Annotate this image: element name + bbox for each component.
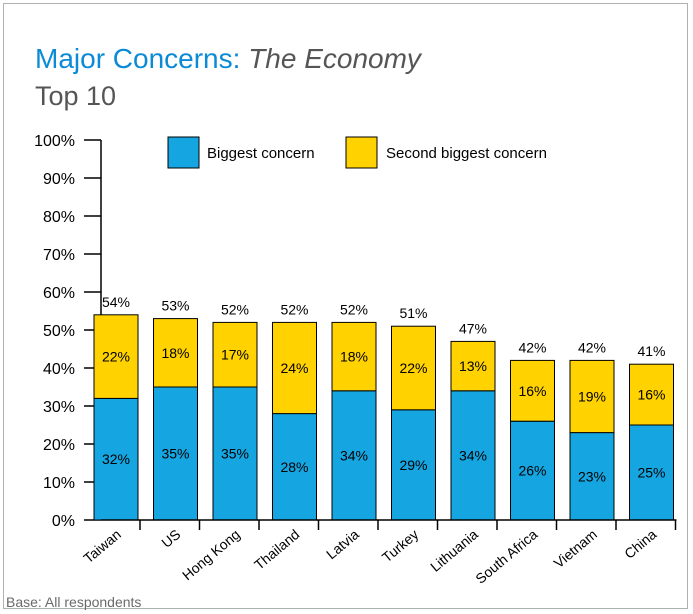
legend: Biggest concern Second biggest concern [167,136,547,169]
data-label-total: 47% [459,320,487,336]
data-label-biggest: 34% [340,447,368,463]
x-category-label: Taiwan [80,526,124,566]
data-label-total: 52% [280,301,308,317]
data-label-biggest: 35% [221,446,249,462]
data-label-second: 24% [280,360,308,376]
data-label-second: 13% [459,358,487,374]
data-label-second: 22% [102,349,130,365]
bar-biggest-concern [331,390,377,521]
data-label-biggest: 35% [161,446,189,462]
chart-title-italic: The Economy [248,43,421,74]
data-label-second: 17% [221,347,249,363]
bar-second-concern [331,321,377,392]
y-axis: 0% 10% 20% 30% 40% 50% 60% 70% 80% 90% 100% [34,133,102,530]
y-tick-label: 70% [43,247,75,264]
bar-biggest-concern [569,432,615,521]
x-category-label: Lithuania [427,526,481,575]
data-label-total: 52% [221,301,249,317]
bar-second-concern [272,321,317,415]
legend-swatch-second [345,136,378,169]
data-label-second: 16% [518,383,546,399]
x-category-label: China [621,526,659,562]
data-label-biggest: 32% [102,451,130,467]
bar-second-concern [212,321,258,388]
bar-biggest-concern [272,413,317,521]
data-label-total: 52% [340,301,368,317]
bar-second-concern [450,340,496,392]
data-label-total: 54% [102,294,130,310]
data-label-total: 41% [637,343,665,359]
chart-title-main: Major Concerns: [35,43,249,74]
y-tick-label: 40% [43,361,75,378]
x-category-label: US [158,526,183,551]
data-label-biggest: 26% [518,463,546,479]
bar-biggest-concern [510,420,555,521]
x-category-label: Hong Kong [179,526,243,583]
legend-swatch-biggest [167,136,200,169]
y-tick-label: 90% [43,171,75,188]
bar-second-concern [391,325,436,411]
data-label-second: 19% [578,389,606,405]
y-tick-label: 0% [52,513,75,530]
bar-biggest-concern [93,397,139,521]
bar-second-concern [569,359,615,434]
data-label-total: 42% [518,339,546,355]
y-tick-label: 30% [43,399,75,416]
data-label-total: 51% [399,305,427,321]
data-label-biggest: 29% [399,457,427,473]
x-category-label: Turkey [379,526,422,565]
data-label-second: 16% [637,387,665,403]
chart-title: Major Concerns: The Economy [35,42,421,76]
x-category-label: Vietnam [550,526,599,571]
footnote: Base: All respondents [6,594,142,610]
x-category-label: Latvia [323,526,362,562]
y-tick-label: 60% [43,285,75,302]
data-label-second: 18% [340,349,368,365]
data-label-second: 22% [399,360,427,376]
bar-biggest-concern [212,386,258,521]
chart-frame [3,3,688,609]
x-category-label: South Africa [472,526,540,587]
data-label-total: 42% [578,339,606,355]
data-label-biggest: 34% [459,447,487,463]
y-tick-label: 100% [34,133,75,150]
bar-second-concern [629,363,674,426]
y-tick-label: 20% [43,437,75,454]
bar-second-concern [153,318,198,388]
y-tick-label: 50% [43,323,75,340]
data-label-total: 53% [161,298,189,314]
legend-label-biggest: Biggest concern [207,145,315,162]
bar-biggest-concern [450,390,496,521]
data-label-second: 18% [161,345,189,361]
x-category-label: Thailand [251,526,302,573]
data-label-biggest: 23% [578,468,606,484]
bar-second-concern [93,314,139,399]
bar-biggest-concern [629,424,674,521]
legend-label-second: Second biggest concern [386,145,547,162]
y-tick-label: 10% [43,475,75,492]
bars: 32% 22% 54% 35% 18% 53% 35% 17% 52% 28% 24% 52% 34% 1… [93,294,674,521]
data-label-biggest: 25% [637,465,665,481]
chart-subtitle: Top 10 [35,81,117,111]
y-tick-label: 80% [43,209,75,226]
data-label-biggest: 28% [280,459,308,475]
bar-second-concern [510,359,555,422]
